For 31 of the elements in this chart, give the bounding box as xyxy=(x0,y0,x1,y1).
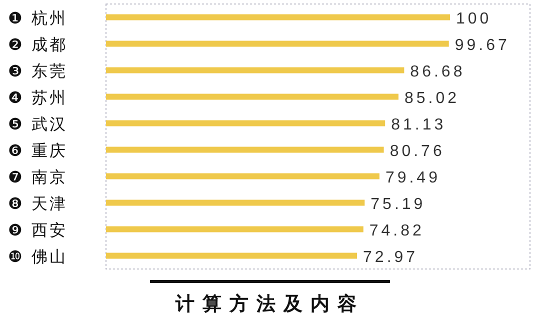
bar xyxy=(106,173,380,180)
data-label: 80.76 xyxy=(390,142,445,160)
data-label: 79.49 xyxy=(385,169,440,186)
data-label: 99.67 xyxy=(454,36,510,54)
bar xyxy=(106,146,384,153)
bar xyxy=(106,94,398,100)
y-tick-label: ❾ 西安 xyxy=(8,220,68,240)
y-tick-label: ❿ 佛山 xyxy=(8,246,68,266)
text: 计算方法及内容 xyxy=(174,293,364,315)
data-label: 74.82 xyxy=(369,222,424,240)
y-tick-label: ❻ 重庆 xyxy=(8,140,68,160)
y-tick-label: ❼ 南京 xyxy=(8,167,68,186)
bar xyxy=(106,200,365,206)
y-tick-label: ❶ 杭州 xyxy=(8,8,68,28)
bar xyxy=(106,120,386,126)
bar xyxy=(106,67,404,74)
data-label: 85.02 xyxy=(404,90,460,107)
data-label: 86.68 xyxy=(410,63,466,80)
data-label: 100 xyxy=(456,10,492,28)
y-tick-label: ❸ 东莞 xyxy=(8,61,68,80)
bar xyxy=(106,252,358,259)
y-tick-label: ❹ 苏州 xyxy=(8,88,68,107)
data-label: 72.97 xyxy=(363,248,418,266)
bar xyxy=(106,226,364,232)
y-tick-label: ❷ 成都 xyxy=(8,34,68,54)
y-tick-label: ❺ 武汉 xyxy=(8,114,68,134)
data-label: 81.13 xyxy=(391,116,446,134)
data-label: 75.19 xyxy=(370,196,426,213)
y-tick-label: ❽ 天津 xyxy=(8,194,68,213)
bar xyxy=(106,40,449,47)
bar xyxy=(106,14,450,20)
